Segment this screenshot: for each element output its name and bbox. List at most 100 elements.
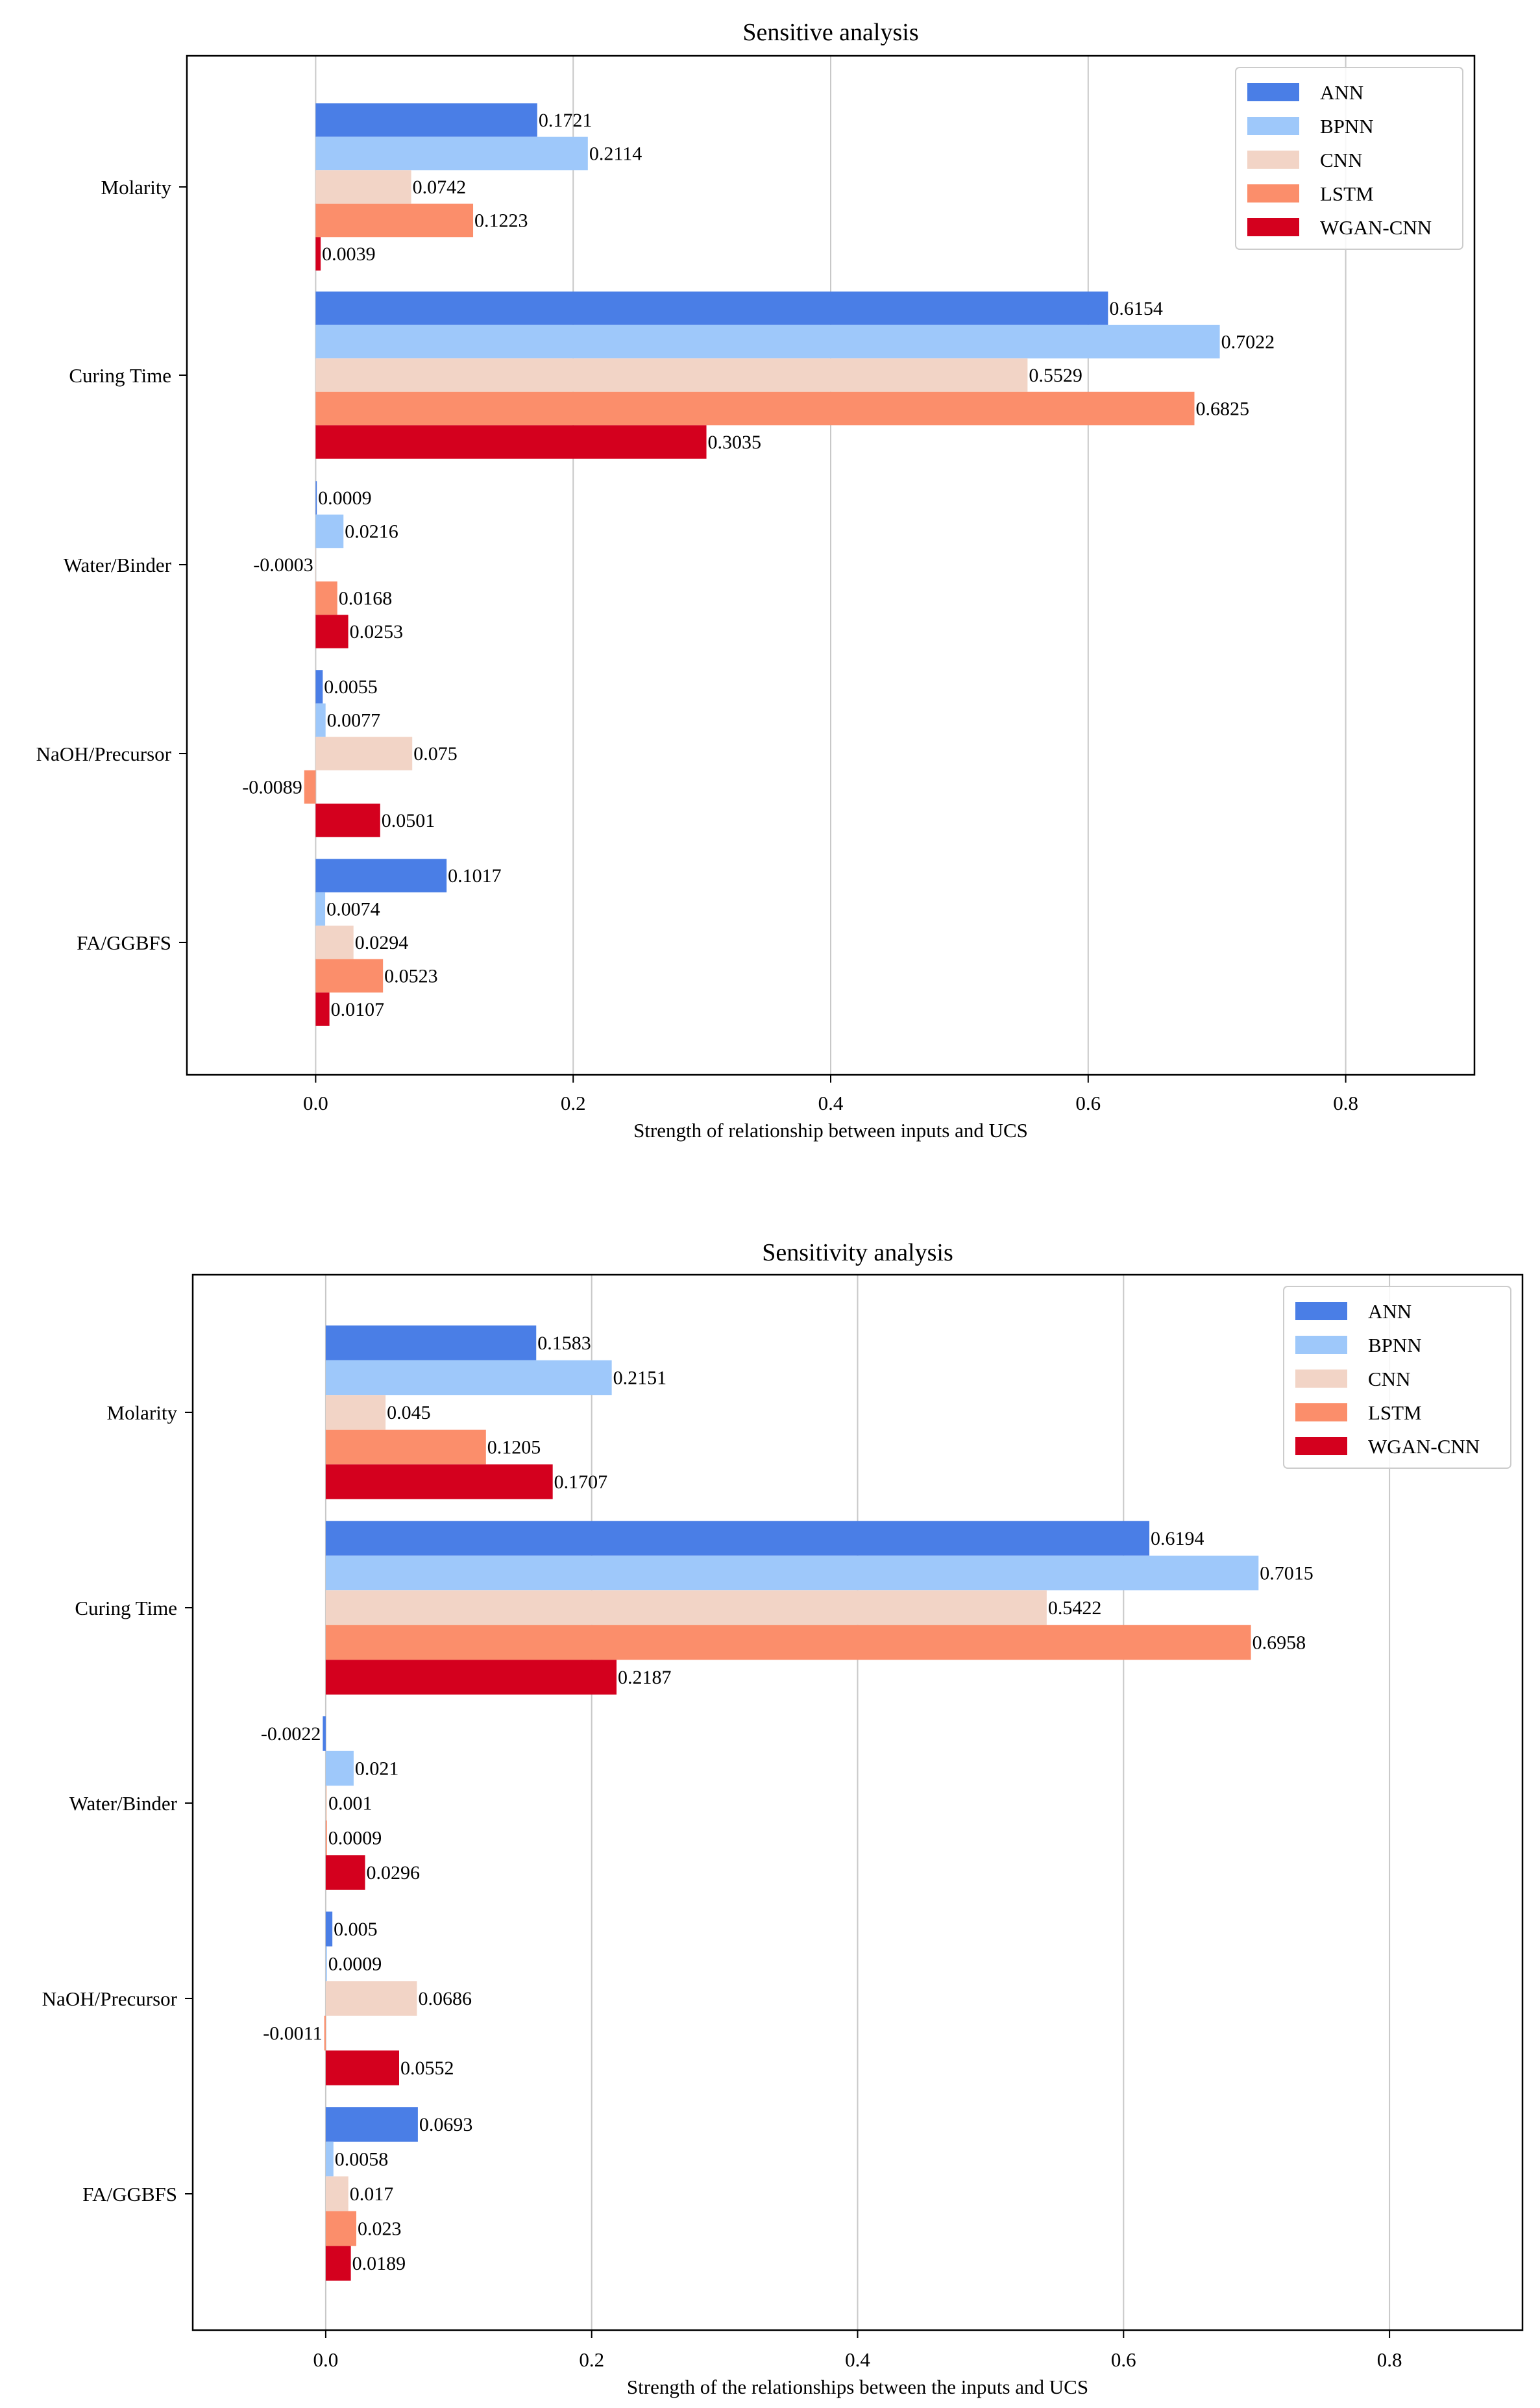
bar-wgan-cnn-3 <box>315 615 348 648</box>
bar-bpnn-2 <box>325 1555 1259 1591</box>
bar-ann-4 <box>315 670 323 704</box>
bar-lstm-3 <box>325 1820 327 1856</box>
bar-lstm-2 <box>325 1625 1251 1660</box>
bar-cnn-3 <box>315 548 316 582</box>
bar-lstm-3 <box>315 581 337 615</box>
bar-cnn-2 <box>325 1590 1047 1625</box>
chart-1: 0.1721 0.6154 0.0009 0.0055 0.1017 0.2114 0.70… <box>36 19 1476 1142</box>
chart-2: 0.1583 0.6194 -0.0022 0.005 0.0693 0.2151 0.70… <box>42 1239 1524 2398</box>
bar-ann-1 <box>325 1325 537 1360</box>
data-label: 0.0686 <box>418 1988 472 2009</box>
legend-swatch <box>1247 117 1299 135</box>
data-label: 0.0189 <box>352 2253 406 2274</box>
bar-ann-5 <box>325 2107 418 2142</box>
data-label: 0.2187 <box>618 1667 672 1688</box>
data-label: -0.0089 <box>242 777 302 798</box>
bar-bpnn-2 <box>315 325 1220 359</box>
data-label: 0.0055 <box>324 676 378 698</box>
data-label: 0.0077 <box>327 710 380 731</box>
bar-lstm-4 <box>324 2015 326 2051</box>
y-tick-label: Water/Binder <box>69 1792 178 1815</box>
legend-entry: ANN <box>1320 81 1363 104</box>
bar-cnn-5 <box>325 2176 348 2211</box>
data-label: 0.5529 <box>1029 365 1082 386</box>
legend-entry: CNN <box>1368 1368 1410 1390</box>
legend-entry: BPNN <box>1320 115 1374 138</box>
legend: ANN BPNN CNN LSTM WGAN-CNN <box>1283 1286 1511 1469</box>
bar-wgan-cnn-1 <box>325 1464 553 1499</box>
legend-entry: WGAN-CNN <box>1368 1435 1480 1458</box>
bar-lstm-5 <box>315 959 384 993</box>
bar-cnn-4 <box>325 1981 417 2016</box>
bar-wgan-cnn-1 <box>315 237 321 271</box>
data-label: 0.6194 <box>1151 1528 1204 1549</box>
bar-bpnn-4 <box>325 1946 327 1982</box>
legend: ANN BPNN CNN LSTM WGAN-CNN <box>1235 67 1463 250</box>
data-label: -0.0003 <box>253 554 313 576</box>
y-tick-label: Molarity <box>101 176 172 199</box>
data-label: 0.5422 <box>1048 1597 1102 1619</box>
data-label: 0.3035 <box>708 432 762 453</box>
bar-wgan-cnn-4 <box>325 2050 400 2085</box>
data-label: 0.6958 <box>1253 1632 1306 1654</box>
data-label: 0.1223 <box>474 210 528 232</box>
y-tick-label: Curing Time <box>75 1597 177 1619</box>
bar-bpnn-4 <box>315 703 326 737</box>
data-label: 0.0693 <box>419 2114 473 2135</box>
data-label: 0.6825 <box>1195 399 1249 420</box>
data-label: 0.045 <box>387 1402 431 1423</box>
bar-ann-5 <box>315 859 447 892</box>
legend-box <box>1283 1286 1511 1469</box>
bar-cnn-2 <box>315 358 1028 392</box>
data-label: 0.017 <box>350 2183 394 2205</box>
data-label: 0.1707 <box>554 1471 608 1493</box>
legend-swatch <box>1295 1403 1347 1421</box>
data-label: 0.0107 <box>331 999 384 1020</box>
data-label: 0.0523 <box>384 966 438 987</box>
bar-cnn-1 <box>325 1395 386 1430</box>
y-tick-label: Water/Binder <box>64 554 172 576</box>
bar-ann-4 <box>325 1911 333 1947</box>
data-label: 0.023 <box>358 2218 402 2240</box>
data-label: 0.6154 <box>1109 298 1163 319</box>
x-tick-label: 0.0 <box>313 2348 339 2371</box>
data-label: 0.0294 <box>355 932 409 953</box>
data-label: 0.2151 <box>613 1368 667 1389</box>
bar-cnn-4 <box>315 737 413 770</box>
bar-lstm-4 <box>304 770 316 804</box>
legend-entry: ANN <box>1368 1300 1412 1323</box>
chart-title: Sensitivity analysis <box>762 1239 953 1266</box>
x-axis-label: Strength of relationship between inputs … <box>633 1119 1028 1142</box>
chart-title: Sensitive analysis <box>742 19 918 46</box>
bar-bpnn-1 <box>315 136 588 171</box>
legend-box <box>1235 67 1463 250</box>
data-label: 0.075 <box>413 743 458 765</box>
legend-entry: BPNN <box>1368 1334 1422 1357</box>
bar-lstm-5 <box>325 2211 357 2246</box>
legend-entry: LSTM <box>1368 1401 1422 1424</box>
bar-ann-3 <box>315 481 317 515</box>
data-label: 0.0058 <box>335 2149 389 2170</box>
data-label: 0.0742 <box>413 177 467 198</box>
data-label: 0.005 <box>334 1919 378 1940</box>
bar-ann-1 <box>315 103 537 137</box>
x-tick-label: 0.8 <box>1377 2348 1402 2371</box>
x-tick-label: 0.0 <box>303 1092 328 1114</box>
data-label: 0.7015 <box>1260 1563 1314 1584</box>
data-label: -0.0022 <box>261 1723 321 1745</box>
bar-lstm-1 <box>315 203 474 238</box>
bar-bpnn-5 <box>325 2141 334 2177</box>
x-tick-label: 0.6 <box>1075 1092 1101 1114</box>
legend-swatch <box>1295 1302 1347 1320</box>
data-label: 0.001 <box>328 1793 372 1814</box>
legend-entry: CNN <box>1320 149 1362 171</box>
legend-swatch <box>1247 184 1299 203</box>
bar-lstm-1 <box>325 1429 486 1465</box>
data-label: 0.7022 <box>1221 332 1275 353</box>
y-tick-label: FA/GGBFS <box>77 931 171 954</box>
bar-cnn-1 <box>315 170 411 204</box>
data-label: 0.0009 <box>328 1828 382 1849</box>
bar-bpnn-1 <box>325 1360 612 1395</box>
bar-wgan-cnn-5 <box>315 992 330 1026</box>
